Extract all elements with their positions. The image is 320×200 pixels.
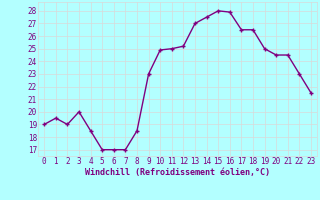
X-axis label: Windchill (Refroidissement éolien,°C): Windchill (Refroidissement éolien,°C) bbox=[85, 168, 270, 177]
